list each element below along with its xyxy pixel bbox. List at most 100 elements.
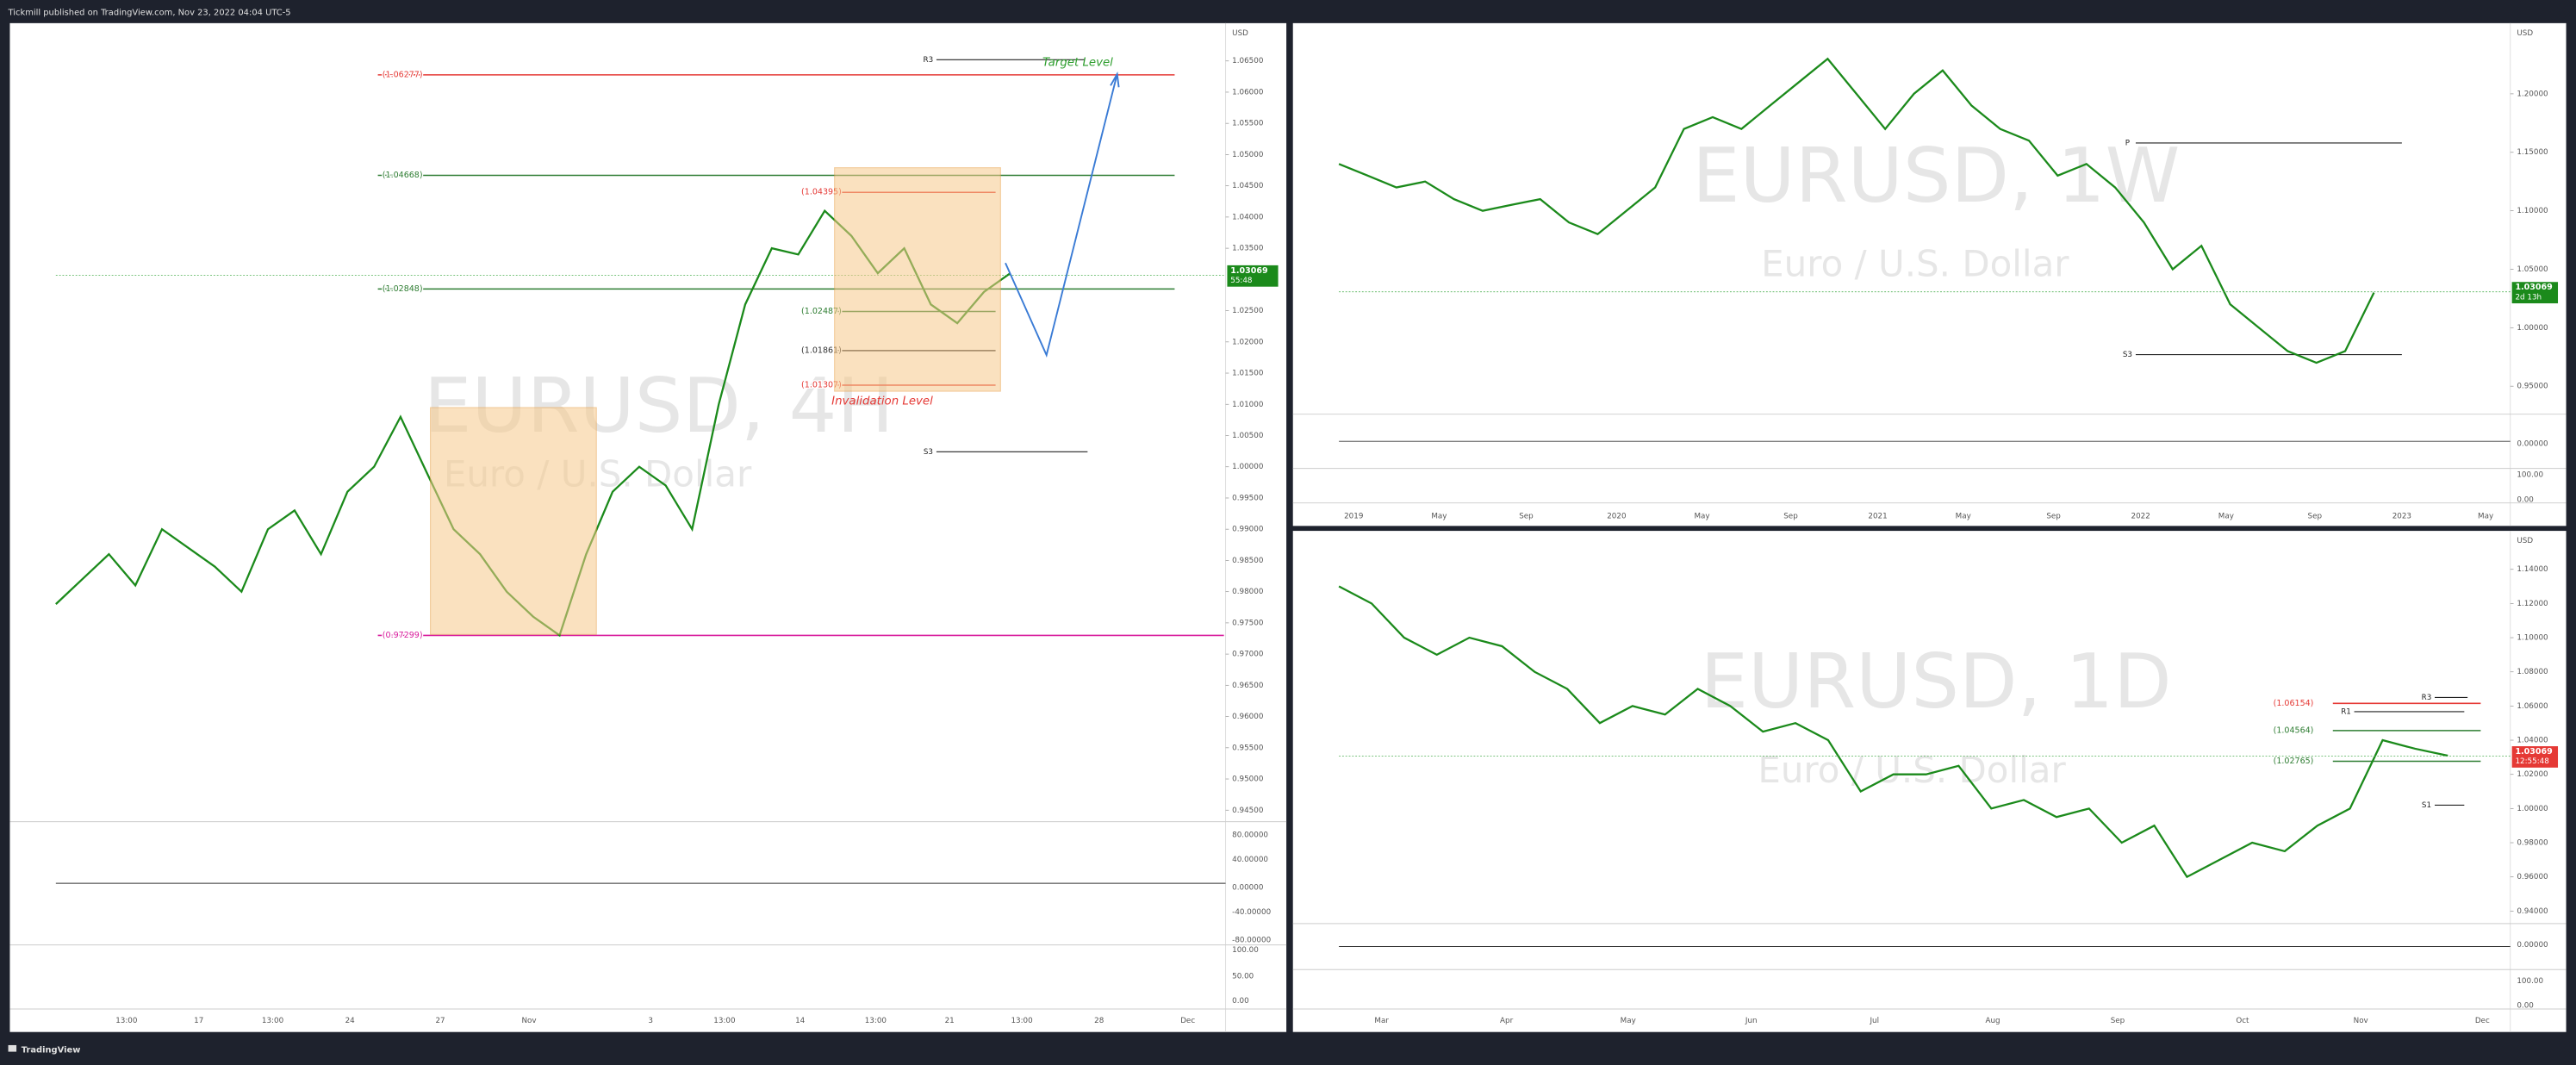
y-tick-label: 1.00000	[2517, 324, 2548, 333]
x-tick-label: Sep	[1519, 512, 1534, 520]
panel	[1292, 22, 2567, 526]
y-tick-label: 1.04500	[1232, 182, 1263, 190]
level-label: (1.04668)	[383, 171, 423, 180]
stochastic-label: 0.00	[2517, 495, 2534, 504]
x-tick-label: Dec	[1180, 1017, 1195, 1025]
y-tick-label: 0.98000	[2517, 839, 2548, 848]
x-tick-label: Oct	[2236, 1017, 2249, 1025]
zone-box	[834, 167, 1001, 392]
x-tick-label: Aug	[1985, 1017, 2000, 1025]
x-tick-label: 2022	[2131, 512, 2150, 520]
price-tag-countdown: 12:55:48	[2515, 757, 2548, 766]
x-tick-label: 27	[435, 1017, 445, 1025]
level-label: (1.06154)	[2274, 699, 2314, 708]
y-tick-label: 1.10000	[2517, 634, 2548, 643]
annotation: Invalidation Level	[831, 395, 933, 408]
x-tick-label: 28	[1094, 1017, 1104, 1025]
level-label: (1.01307)	[801, 381, 842, 390]
stochastic-label: 0.00	[1232, 997, 1249, 1006]
y-tick-label: 1.20000	[2517, 90, 2548, 98]
y-tick-label: 0.96000	[1232, 713, 1263, 721]
watermark-symbol: EURUSD, 1W	[1692, 132, 2180, 220]
pivot-label: R3	[2422, 694, 2432, 702]
y-tick-label: 1.04000	[2517, 737, 2548, 745]
price-line	[1338, 57, 2375, 364]
x-tick-label: May	[1621, 1017, 1636, 1025]
price-tag	[2511, 282, 2559, 304]
x-tick-label: Sep	[2046, 512, 2061, 520]
x-tick-label: May	[1956, 512, 1971, 520]
price-tag-label: 1.03069	[2515, 747, 2553, 757]
stochastic-label: 50.00	[1232, 972, 1254, 981]
x-tick-label: Nov	[2354, 1017, 2368, 1025]
stochastic-label: 0.00	[2517, 1002, 2534, 1011]
pivot-label: S1	[2422, 801, 2431, 810]
stochastic-label: 100.00	[2517, 471, 2543, 480]
y-tick-label: 0.96000	[2517, 873, 2548, 881]
x-tick-label: May	[2478, 512, 2493, 520]
y-tick-label: 1.00500	[1232, 432, 1263, 440]
x-tick-label: 2021	[1868, 512, 1887, 520]
x-tick-label: Jul	[1869, 1017, 1879, 1025]
x-tick-label: 2019	[1344, 512, 1363, 520]
x-tick-label: Sep	[1783, 512, 1798, 520]
brand: TradingView	[22, 1046, 81, 1056]
watermark-description: Euro / U.S. Dollar	[1761, 243, 2069, 285]
x-tick-label: Nov	[521, 1017, 536, 1025]
brand-logo	[8, 1044, 17, 1052]
watermark-symbol: EURUSD, 1D	[1701, 638, 2172, 726]
x-tick-label: 24	[345, 1017, 356, 1025]
projection-arrow	[1110, 72, 1120, 88]
level-label: (1.02487)	[801, 307, 842, 316]
level-label: (1.04564)	[2274, 726, 2314, 735]
oscillator-label: -80.00000	[1232, 936, 1271, 944]
pivot-label: R3	[924, 56, 934, 65]
x-tick-label: 13:00	[713, 1017, 735, 1025]
y-tick-label: 0.99000	[1232, 526, 1263, 534]
y-tick-label: 1.05000	[1232, 151, 1263, 159]
price-tag	[2511, 746, 2559, 768]
y-tick-label: 1.12000	[2517, 600, 2548, 608]
price-tag	[1227, 265, 1279, 287]
pivot-label: P	[2125, 139, 2130, 147]
pivot-label: R1	[2341, 707, 2351, 716]
axis-unit: USD	[1232, 29, 1248, 38]
y-tick-label: 1.06000	[2517, 702, 2548, 711]
oscillator-label: 0.00000	[1232, 883, 1263, 892]
x-tick-label: May	[2218, 512, 2234, 520]
level-label: (1.06277)	[383, 70, 423, 79]
x-tick-label: 14	[795, 1017, 806, 1025]
y-tick-label: 1.06500	[1232, 57, 1263, 65]
x-tick-label: 21	[945, 1017, 955, 1025]
y-tick-label: 1.02000	[1232, 338, 1263, 346]
x-tick-label: 13:00	[115, 1017, 137, 1025]
x-tick-label: 2020	[1607, 512, 1626, 520]
annotation: Target Level	[1042, 57, 1113, 70]
x-tick-label: Jun	[1745, 1017, 1758, 1025]
y-tick-label: 0.94000	[2517, 907, 2548, 916]
y-tick-label: 1.01500	[1232, 370, 1263, 378]
x-tick-label: Mar	[1374, 1017, 1389, 1025]
y-tick-label: 0.96500	[1232, 682, 1263, 690]
x-tick-label: 2023	[2392, 512, 2411, 520]
stochastic-label: 100.00	[1232, 946, 1259, 955]
x-tick-label: May	[1694, 512, 1709, 520]
y-tick-label: 0.97000	[1232, 651, 1263, 659]
x-tick-label: Dec	[2475, 1017, 2490, 1025]
y-tick-label: 0.95000	[1232, 775, 1263, 784]
y-tick-label: 1.08000	[2517, 668, 2548, 676]
level-label: (0.97299)	[383, 631, 423, 640]
y-tick-label: 1.06000	[1232, 88, 1263, 97]
y-tick-label: 1.00000	[2517, 805, 2548, 813]
y-tick-label: 1.10000	[2517, 207, 2548, 215]
y-tick-label: 1.04000	[1232, 213, 1263, 221]
y-tick-label: 0.98000	[1232, 588, 1263, 596]
panel	[9, 22, 1287, 1032]
y-tick-label: 1.02000	[2517, 770, 2548, 779]
y-tick-label: 0.98500	[1232, 557, 1263, 565]
y-tick-label: 0.95000	[2517, 383, 2548, 391]
oscillator-label: 0.00000	[2517, 941, 2548, 950]
publisher: Tickmill published on TradingView.com, N…	[8, 8, 291, 17]
level-label: (1.01861)	[801, 346, 842, 355]
